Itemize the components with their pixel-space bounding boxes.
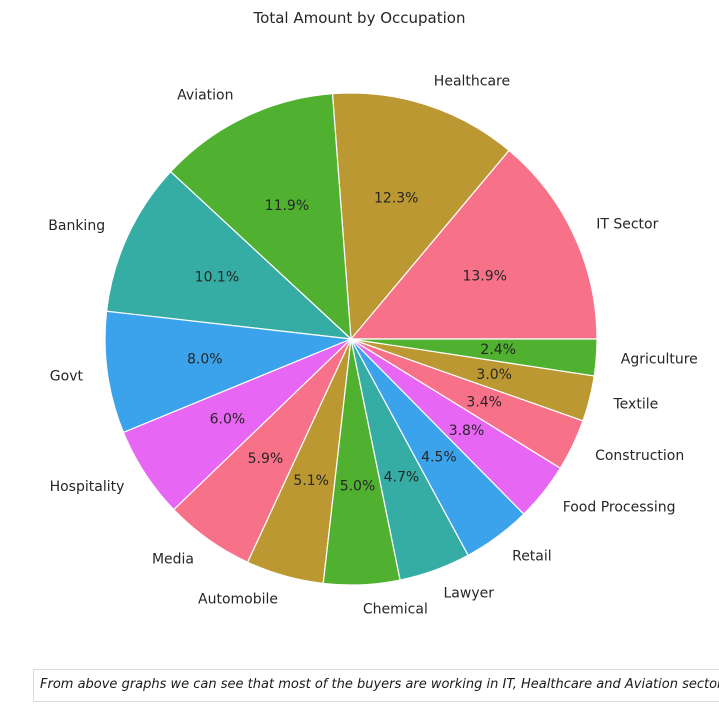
category-label-retail: Retail xyxy=(512,548,552,564)
pie-slice-govt xyxy=(104,310,352,434)
labels-layer: 13.9% IT Sector 12.3% Healthcare 11.9% Aviati… xyxy=(48,73,698,617)
pct-label-agriculture: 2.4% xyxy=(480,342,516,358)
pie-svg: 13.9% IT Sector 12.3% Healthcare 11.9% Aviati… xyxy=(48,73,698,617)
category-label-chemical: Chemical xyxy=(363,601,428,617)
pct-label-it-sector: 13.9% xyxy=(462,269,506,285)
category-label-media: Media xyxy=(152,551,194,567)
pct-label-retail: 4.5% xyxy=(421,450,457,466)
category-label-govt: Govt xyxy=(50,368,84,384)
pct-label-automobile: 5.1% xyxy=(293,473,329,489)
category-label-lawyer: Lawyer xyxy=(444,585,495,601)
pie-slice-banking xyxy=(105,170,353,340)
category-label-textile: Textile xyxy=(613,397,659,413)
category-label-hospitality: Hospitality xyxy=(50,479,125,495)
category-label-healthcare: Healthcare xyxy=(434,73,510,89)
category-label-construction: Construction xyxy=(595,448,684,464)
pct-label-food-processing: 3.8% xyxy=(449,423,485,439)
pct-label-govt: 8.0% xyxy=(187,351,223,367)
category-label-food-processing: Food Processing xyxy=(563,500,676,516)
category-label-banking: Banking xyxy=(48,218,105,234)
pct-label-construction: 3.4% xyxy=(466,395,502,411)
category-label-aviation: Aviation xyxy=(177,87,233,103)
pct-label-aviation: 11.9% xyxy=(265,198,309,214)
pie-chart: Total Amount by Occupation 13.9% IT Secto… xyxy=(48,9,698,617)
category-label-agriculture: Agriculture xyxy=(621,351,698,367)
pct-label-textile: 3.0% xyxy=(476,367,512,383)
note-text: From above graphs we can see that most o… xyxy=(40,677,719,692)
pct-label-media: 5.9% xyxy=(248,451,284,467)
pct-label-healthcare: 12.3% xyxy=(374,191,418,207)
pct-label-lawyer: 4.7% xyxy=(384,470,420,486)
category-label-automobile: Automobile xyxy=(198,592,278,608)
pie-slice-aviation xyxy=(169,93,352,341)
pct-label-chemical: 5.0% xyxy=(340,479,376,495)
category-label-it-sector: IT Sector xyxy=(596,217,658,233)
markdown-note-cell: From above graphs we can see that most o… xyxy=(33,669,719,702)
pct-label-banking: 10.1% xyxy=(195,269,239,285)
slices-layer xyxy=(104,92,598,586)
chart-title: Total Amount by Occupation xyxy=(253,9,466,27)
pie-slice-healthcare xyxy=(331,92,510,341)
pie-slice-it-sector xyxy=(349,149,598,340)
pct-label-hospitality: 6.0% xyxy=(210,412,246,428)
pie-slice-agriculture xyxy=(350,338,598,377)
